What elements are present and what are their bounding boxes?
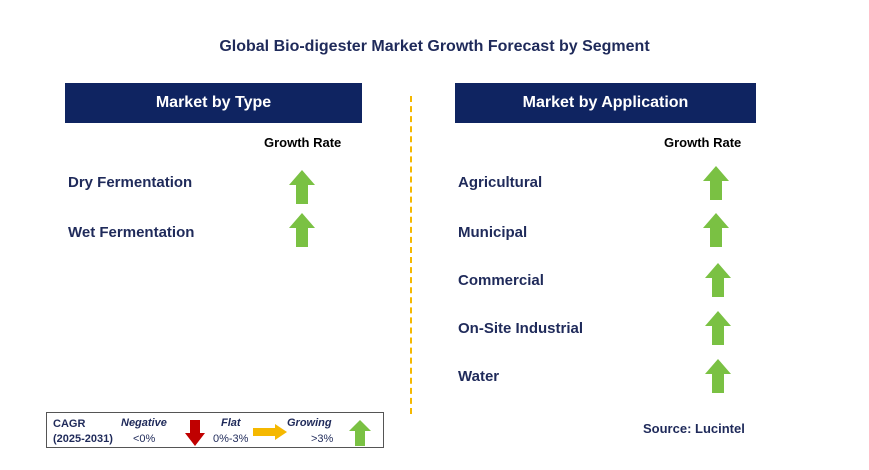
- legend-flat-label: Flat: [221, 417, 241, 429]
- legend-negative-label: Negative: [121, 417, 167, 429]
- segment-label-agricultural: Agricultural: [458, 174, 543, 191]
- cagr-legend: CAGR (2025-2031) Negative <0% Flat 0%-3%…: [46, 412, 384, 448]
- legend-growing-label: Growing: [287, 417, 332, 429]
- legend-flat-range: 0%-3%: [213, 433, 249, 445]
- segment-label-on-site-industrial: On-Site Industrial: [458, 320, 584, 337]
- market-by-application-header: Market by Application: [455, 83, 756, 123]
- page-title: Global Bio-digester Market Growth Foreca…: [219, 38, 650, 55]
- legend-growing-range: >3%: [311, 433, 334, 445]
- up-arrow-icon: [703, 166, 729, 200]
- right-growth-rate-label: Growth Rate: [664, 135, 742, 150]
- up-arrow-icon: [705, 311, 731, 345]
- segment-label-commercial: Commercial: [458, 272, 544, 289]
- up-arrow-icon: [703, 213, 729, 247]
- legend-period: (2025-2031): [53, 433, 113, 445]
- segment-label-dry-fermentation: Dry Fermentation: [68, 174, 193, 191]
- up-arrow-icon: [705, 359, 731, 393]
- up-arrow-icon: [349, 420, 371, 446]
- panel-divider: [410, 96, 412, 414]
- legend-cagr-label: CAGR: [53, 418, 86, 430]
- segment-label-municipal: Municipal: [458, 224, 528, 241]
- segment-label-water: Water: [458, 368, 500, 385]
- right-arrow-icon: [253, 424, 287, 440]
- down-arrow-icon: [185, 420, 205, 446]
- up-arrow-icon: [289, 170, 315, 204]
- legend-negative-range: <0%: [133, 433, 156, 445]
- source-credit: Source: Lucintel: [643, 421, 745, 436]
- up-arrow-icon: [289, 213, 315, 247]
- left-growth-rate-label: Growth Rate: [264, 135, 342, 150]
- market-by-type-header: Market by Type: [65, 83, 362, 123]
- up-arrow-icon: [705, 263, 731, 297]
- segment-label-wet-fermentation: Wet Fermentation: [68, 224, 195, 241]
